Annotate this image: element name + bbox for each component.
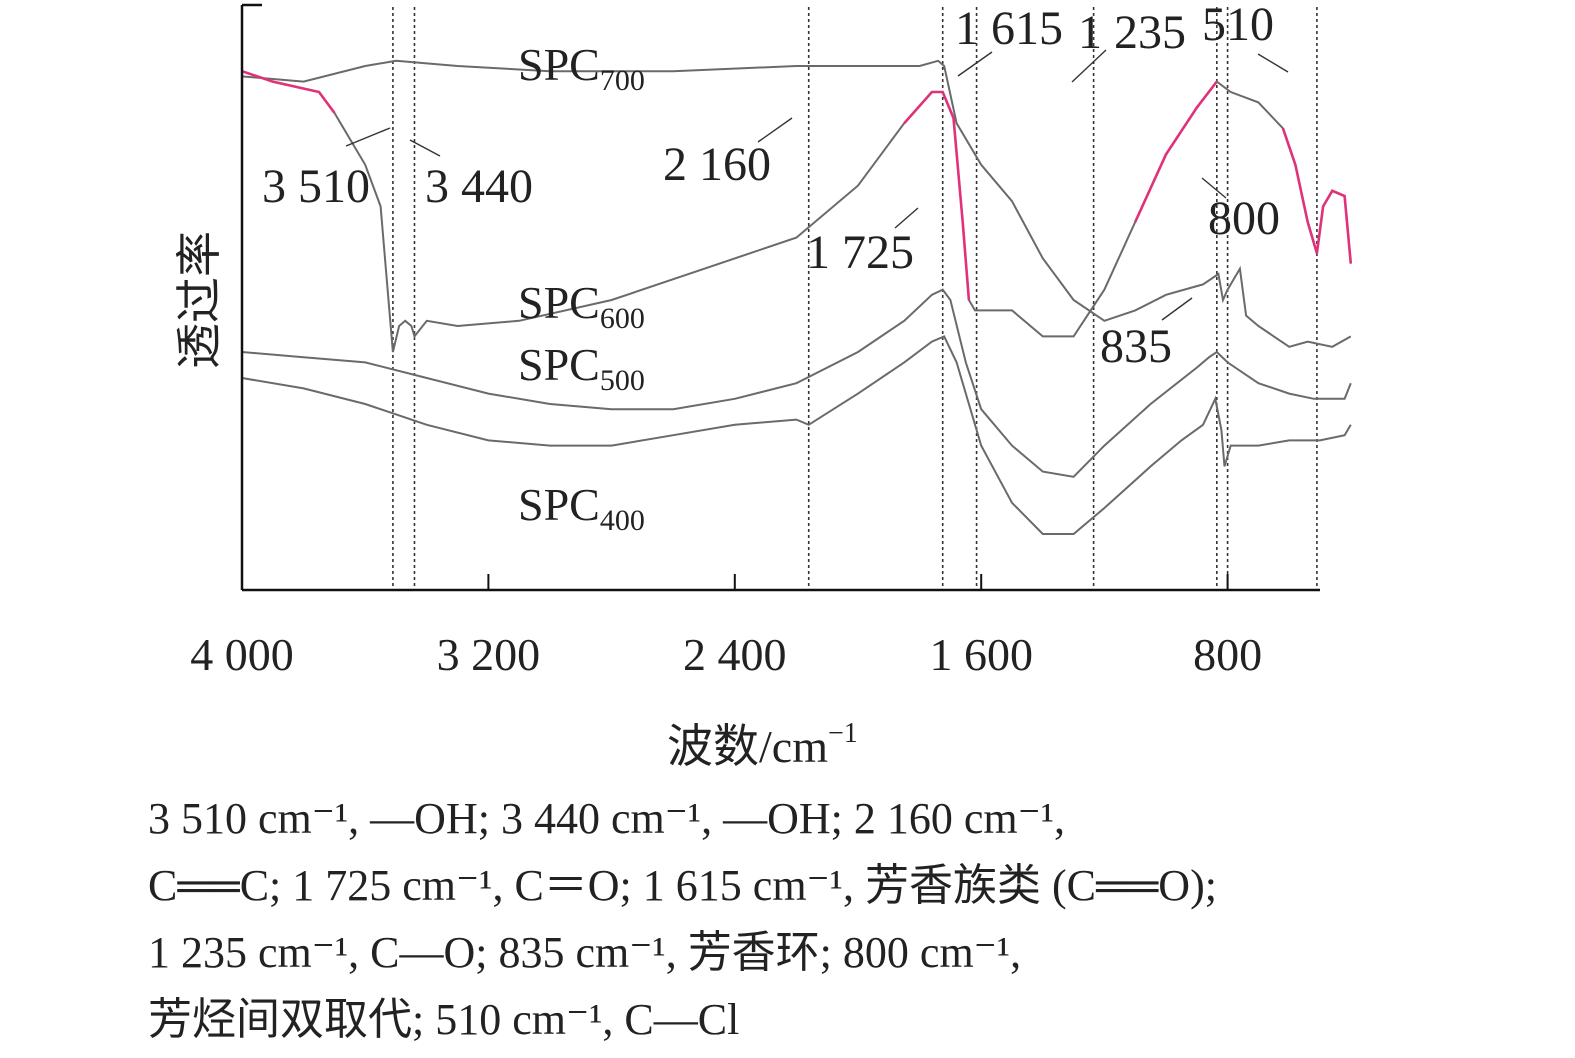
series-highlight-600-3 xyxy=(1281,127,1353,264)
x-tick-label-1600: 1 600 xyxy=(929,629,1033,680)
series-label-400: SPC400 xyxy=(518,479,645,537)
peak-label-3510: 3 510 xyxy=(262,160,370,213)
peak-leader-3440 xyxy=(409,139,441,157)
caption-line-1: 3 510 cm⁻¹, —OH; 3 440 cm⁻¹, —OH; 2 160 … xyxy=(148,794,1066,843)
peak-label-1235: 1 235 xyxy=(1078,6,1186,59)
peak-leader-800 xyxy=(1201,177,1227,199)
peak-leader-835 xyxy=(1161,297,1193,321)
series-highlight-600-1 xyxy=(903,90,971,301)
y-axis-label: 透过率 xyxy=(172,231,226,369)
series-label-500: SPC500 xyxy=(518,339,645,397)
x-tick-label-2400: 2 400 xyxy=(683,629,787,680)
peak-label-1615: 1 615 xyxy=(955,2,1063,55)
peak-leader-2160 xyxy=(757,117,793,143)
peak-leader-1615 xyxy=(957,51,993,77)
series-label-600: SPC600 xyxy=(518,277,645,335)
x-tick-label-3200: 3 200 xyxy=(437,629,541,680)
peak-leader-510 xyxy=(1257,53,1289,73)
ftir-chart: 4 000 3 200 2 400 1 600 800 波数/cm−1 透过率 SPC700… xyxy=(172,0,1353,772)
x-axis-label: 波数/cm−1 xyxy=(667,718,858,772)
ftir-chart-svg: 4 000 3 200 2 400 1 600 800 波数/cm−1 透过率 SPC700… xyxy=(172,0,1353,772)
x-tick-label-4000: 4 000 xyxy=(190,629,294,680)
series-label-700: SPC700 xyxy=(518,39,645,97)
series-highlight-600-0 xyxy=(241,69,336,114)
peak-label-1725: 1 725 xyxy=(806,226,914,279)
peak-leader-1725 xyxy=(894,207,919,229)
axes: 4 000 3 200 2 400 1 600 800 波数/cm−1 透过率 xyxy=(172,3,1320,772)
peak-leader-1235 xyxy=(1071,49,1107,83)
peak-label-2160: 2 160 xyxy=(663,138,771,191)
reference-lines xyxy=(392,7,1318,590)
figure-caption: 3 510 cm⁻¹, —OH; 3 440 cm⁻¹, —OH; 2 160 … xyxy=(148,785,1558,1053)
series-group xyxy=(241,59,1353,535)
series-line-400 xyxy=(241,335,1352,535)
peak-label-835: 835 xyxy=(1100,320,1172,373)
series-highlight-600-2 xyxy=(1134,80,1218,223)
caption-line-3: 1 235 cm⁻¹, C—O; 835 cm⁻¹, 芳香环; 800 cm⁻¹… xyxy=(148,928,1022,977)
caption-line-2: C══C; 1 725 cm⁻¹, C＝O; 1 615 cm⁻¹, 芳香族类 … xyxy=(148,861,1217,910)
peak-label-3440: 3 440 xyxy=(425,160,533,213)
peak-leader-3510 xyxy=(345,127,391,147)
peak-label-510: 510 xyxy=(1202,0,1274,51)
peak-label-800: 800 xyxy=(1208,192,1280,245)
caption-line-4: 芳烃间双取代; 510 cm⁻¹, C—Cl xyxy=(148,995,740,1044)
series-line-700 xyxy=(241,59,1352,348)
series-line-500 xyxy=(241,288,1352,478)
series-line-600 xyxy=(241,70,1352,353)
x-tick-label-800: 800 xyxy=(1193,629,1262,680)
